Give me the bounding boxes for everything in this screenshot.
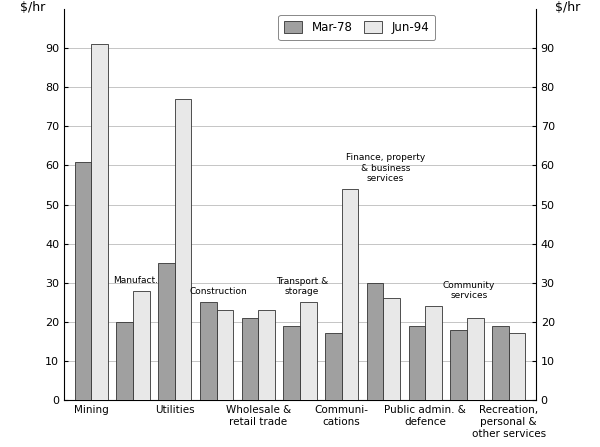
Text: Transport &
storage: Transport & storage bbox=[276, 277, 328, 296]
Bar bbox=[409, 326, 425, 400]
Bar bbox=[325, 333, 342, 400]
Bar bbox=[200, 302, 217, 400]
Text: Construction: Construction bbox=[190, 287, 247, 296]
Bar bbox=[91, 44, 108, 400]
Bar bbox=[425, 306, 442, 400]
Bar bbox=[133, 291, 150, 400]
Text: Finance, property
& business
services: Finance, property & business services bbox=[346, 153, 425, 183]
Bar bbox=[74, 161, 91, 400]
Bar bbox=[300, 302, 317, 400]
Bar bbox=[509, 333, 526, 400]
Bar bbox=[467, 318, 484, 400]
Bar bbox=[383, 298, 400, 400]
Bar bbox=[116, 322, 133, 400]
Y-axis label: $/hr: $/hr bbox=[554, 1, 580, 14]
Bar bbox=[492, 326, 509, 400]
Bar bbox=[342, 189, 358, 400]
Bar bbox=[283, 326, 300, 400]
Bar bbox=[242, 318, 258, 400]
Y-axis label: $/hr: $/hr bbox=[20, 1, 46, 14]
Bar bbox=[175, 99, 191, 400]
Bar bbox=[450, 329, 467, 400]
Bar bbox=[158, 263, 175, 400]
Text: Community
services: Community services bbox=[443, 281, 495, 300]
Text: Manufact.: Manufact. bbox=[113, 276, 158, 285]
Bar bbox=[367, 283, 383, 400]
Bar bbox=[258, 310, 275, 400]
Bar bbox=[217, 310, 233, 400]
Legend: Mar-78, Jun-94: Mar-78, Jun-94 bbox=[278, 15, 435, 40]
